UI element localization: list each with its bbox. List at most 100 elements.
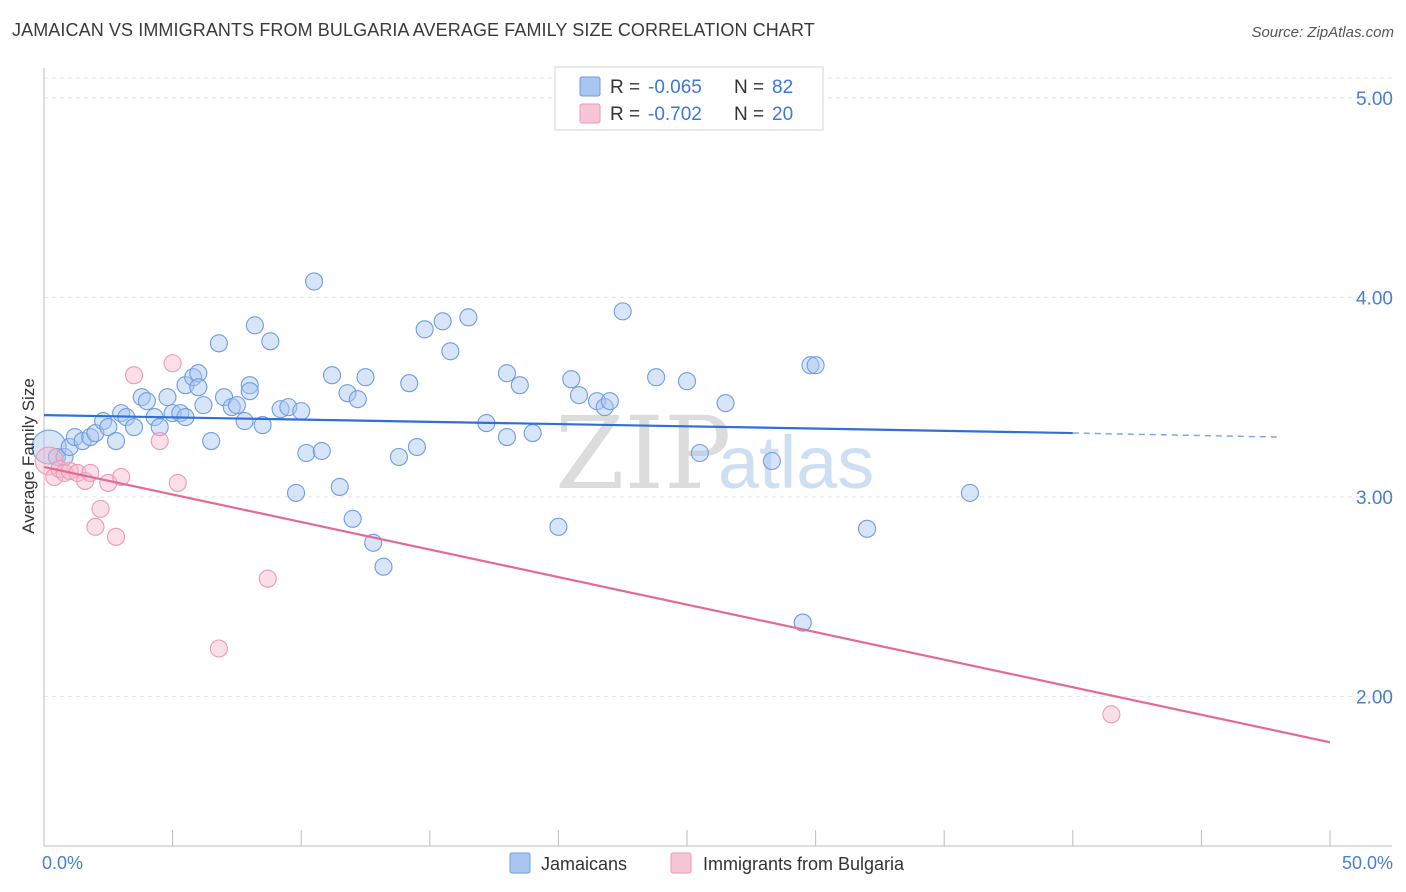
jamaicans-point bbox=[600, 392, 619, 411]
legend-n-label-1: N = bbox=[734, 77, 764, 98]
bottom-legend-jamaicans: Jamaicans bbox=[541, 854, 627, 874]
jamaicans-point bbox=[389, 447, 408, 467]
x-tick-label-max: 50.0% bbox=[1342, 853, 1393, 873]
chart-title: JAMAICAN VS IMMIGRANTS FROM BULGARIA AVE… bbox=[12, 20, 815, 40]
bottom-legend-bulgaria: Immigrants from Bulgaria bbox=[703, 854, 905, 874]
jamaicans-trend-extension bbox=[1072, 432, 1279, 438]
jamaicans-point bbox=[762, 451, 781, 471]
jamaicans-point bbox=[253, 416, 272, 435]
jamaicans-point bbox=[245, 316, 264, 335]
jamaicans-point bbox=[716, 394, 735, 413]
jamaicans-point bbox=[124, 418, 144, 437]
legend-n-value-2: 20 bbox=[772, 104, 793, 125]
jamaicans-point bbox=[690, 443, 709, 463]
series-legend: Jamaicans Immigrants from Bulgaria bbox=[509, 852, 905, 874]
jamaicans-point bbox=[227, 396, 246, 415]
x-axis-ticks bbox=[43, 830, 1331, 846]
bulgaria-points bbox=[34, 354, 1121, 724]
jamaicans-point bbox=[202, 431, 221, 451]
bulgaria-point bbox=[106, 527, 126, 546]
watermark-atlas: atlas bbox=[718, 421, 874, 504]
jamaicans-point bbox=[459, 308, 478, 327]
jamaicans-point bbox=[677, 372, 697, 391]
jamaicans-point bbox=[261, 332, 280, 351]
bulgaria-point bbox=[209, 639, 228, 658]
bottom-legend-swatch-bulgaria bbox=[670, 852, 692, 874]
jamaicans-point bbox=[312, 441, 331, 461]
jamaicans-point bbox=[189, 364, 208, 383]
jamaicans-point bbox=[330, 477, 349, 496]
legend-swatch-jamaicans bbox=[579, 76, 601, 97]
legend-r-value-2: -0.702 bbox=[648, 104, 702, 125]
jamaicans-point bbox=[801, 356, 820, 375]
jamaicans-point bbox=[497, 364, 517, 383]
legend-r-label-2: R = bbox=[610, 104, 640, 125]
bulgaria-point bbox=[112, 467, 131, 486]
jamaicans-point bbox=[806, 356, 825, 375]
jamaicans-point bbox=[374, 557, 393, 576]
bulgaria-point bbox=[168, 473, 187, 492]
jamaicans-point bbox=[150, 418, 169, 437]
bulgaria-point bbox=[124, 366, 144, 385]
jamaicans-point bbox=[510, 376, 529, 395]
jamaicans-point bbox=[305, 272, 324, 291]
bulgaria-point bbox=[1102, 705, 1121, 724]
legend-r-value-1: -0.065 bbox=[648, 77, 702, 98]
jamaicans-point bbox=[400, 374, 419, 393]
jamaicans-point bbox=[343, 509, 362, 528]
jamaicans-point bbox=[793, 613, 812, 632]
jamaicans-point bbox=[613, 302, 632, 321]
y-tick-label: 2.00 bbox=[1356, 687, 1393, 708]
legend-n-label-2: N = bbox=[734, 104, 764, 125]
jamaicans-trend-line bbox=[43, 414, 1073, 435]
jamaicans-point bbox=[497, 428, 517, 447]
source-credit: Source: ZipAtlas.com bbox=[1251, 24, 1394, 41]
jamaicans-point bbox=[407, 437, 426, 457]
watermark-zip: ZIP bbox=[555, 395, 731, 512]
jamaicans-point bbox=[569, 386, 589, 405]
jamaicans-point bbox=[99, 418, 118, 437]
jamaicans-point bbox=[348, 390, 367, 409]
legend-n-value-1: 82 bbox=[772, 77, 793, 98]
legend-swatch-bulgaria bbox=[579, 103, 601, 124]
jamaicans-point bbox=[356, 368, 375, 387]
jamaicans-point bbox=[647, 368, 666, 387]
bulgaria-point bbox=[258, 569, 277, 588]
y-axis-label: Average Family Size bbox=[19, 378, 38, 534]
jamaicans-point bbox=[433, 312, 452, 331]
bottom-legend-swatch-jamaicans bbox=[509, 852, 531, 874]
jamaicans-point bbox=[960, 483, 979, 502]
jamaicans-point bbox=[523, 424, 542, 443]
bulgaria-point bbox=[150, 431, 169, 451]
y-tick-label: 4.00 bbox=[1356, 288, 1393, 309]
jamaicans-point bbox=[106, 431, 126, 451]
jamaicans-point bbox=[214, 388, 234, 407]
bulgaria-trend-line bbox=[43, 465, 1331, 744]
jamaicans-point bbox=[562, 370, 581, 389]
bulgaria-point bbox=[86, 517, 105, 536]
jamaicans-point bbox=[441, 342, 460, 361]
jamaicans-point bbox=[137, 392, 156, 411]
jamaicans-point bbox=[415, 320, 434, 339]
y-tick-label: 3.00 bbox=[1356, 488, 1393, 509]
jamaicans-point bbox=[595, 398, 614, 417]
x-tick-label-min: 0.0% bbox=[42, 853, 83, 873]
trend-lines bbox=[43, 414, 1331, 744]
jamaicans-point bbox=[292, 402, 311, 421]
jamaicans-point bbox=[240, 376, 259, 395]
jamaicans-point bbox=[857, 519, 877, 538]
jamaicans-point bbox=[297, 443, 316, 463]
bulgaria-point bbox=[91, 499, 110, 518]
bulgaria-point bbox=[163, 354, 182, 373]
stats-legend: R = -0.065 N = 82 R = -0.702 N = 20 bbox=[554, 66, 824, 131]
jamaicans-point bbox=[235, 412, 254, 431]
y-tick-labels: 2.00 3.00 4.00 5.00 bbox=[1356, 89, 1393, 708]
jamaicans-point bbox=[158, 388, 177, 407]
jamaicans-point bbox=[194, 396, 213, 415]
jamaicans-point bbox=[209, 334, 228, 353]
jamaicans-point bbox=[240, 382, 259, 401]
jamaicans-point bbox=[338, 384, 357, 403]
jamaicans-point bbox=[323, 366, 342, 385]
jamaicans-point bbox=[287, 483, 306, 502]
